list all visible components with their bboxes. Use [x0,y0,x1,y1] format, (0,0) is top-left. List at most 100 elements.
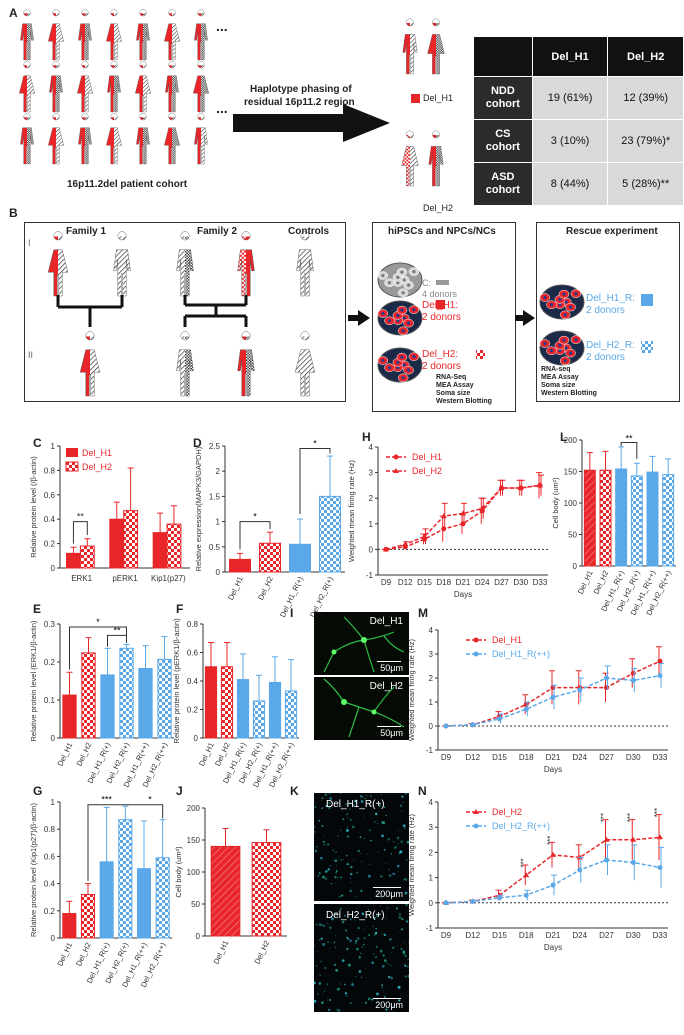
bar-d [229,558,251,573]
row-label-2a: CS [495,128,511,140]
cell-speck [340,858,343,861]
cell-speck [346,863,349,866]
cell-speck [334,876,337,879]
cell-speck [349,801,352,804]
panel-label-h: H [362,430,371,444]
cell-speck [396,810,398,812]
cell-speck [322,943,326,946]
cell-speck [370,794,373,798]
cell-asd-h1: 8 (44%) [531,162,609,206]
cell-speck [364,968,366,969]
cell-speck [344,983,346,986]
cell-speck [371,961,375,965]
cell-speck [325,870,328,873]
cell-speck [333,963,337,966]
cell-speck [349,939,352,943]
significance-label: ** [77,512,85,522]
bar-d [289,543,311,573]
chart-g-tick-label: 0.6 [44,852,56,861]
cell-speck [373,821,376,823]
person-icon [401,130,419,187]
x-tick-label: D9 [441,931,452,940]
cell-speck [335,968,339,972]
x-tick-label: D18 [436,578,451,587]
cell-speck [387,975,391,979]
scale-label-3: 200μm [375,889,403,899]
cell-speck [361,946,364,948]
cell-speck [328,1008,331,1012]
chart-d: 0 0.5 1 1.5 2 2.5 Relative expression(MAPK3/GA… [194,439,345,619]
cell-speck [368,863,371,866]
cell-speck [346,936,348,939]
cell-speck [331,917,334,921]
person-icon [135,61,151,113]
cell-speck [385,919,387,921]
cell-speck [339,876,343,879]
significance-label: *** [600,813,609,822]
chart-n-tick-label: 3 [429,823,434,832]
h2-swatch [476,350,485,359]
legend-h2-label: Del_H2 [423,203,454,213]
cell-speck [321,919,323,921]
person-icon [107,61,121,113]
bar-f [220,666,234,739]
cell-speck [369,829,372,832]
legend-swatch [66,448,78,457]
person-icon [106,9,122,61]
legend-marker [473,809,479,814]
rescue-assay-list: RNA-seq MEA Assay Soma size Western Blot… [541,366,597,398]
cell-speck [332,859,334,861]
bar-d [319,495,341,573]
cell-speck [364,1001,368,1004]
cell-speck [386,993,388,994]
phasing-arrow-head [343,104,390,142]
pedigree-lines [56,295,248,327]
cohort-label: 16p11.2del patient cohort [67,179,188,190]
person-icon [164,113,180,165]
chart-c: 0 0.2 0.4 0.6 0.8 1 Relative protein level (/β… [29,442,190,583]
cell-speck [392,872,395,875]
cell-speck [398,851,401,854]
cell-speck [327,843,330,846]
cell-speck [392,1010,394,1012]
arrow-2-body [515,315,525,321]
significance-bracket [239,521,271,550]
person-icon [49,61,63,113]
x-tick-label: Kip1(p27) [151,574,186,583]
cell-speck [386,962,388,964]
cell-speck [335,865,337,867]
bar-g [136,868,152,939]
x-tick-label: D24 [572,931,587,940]
cell-speck [403,827,406,829]
cell-speck [341,805,343,807]
cell-speck [319,974,321,976]
cell-speck [395,907,399,910]
person-icon [428,130,444,187]
r1-donors: 2 donors [586,305,625,316]
cell-speck [397,829,399,831]
cell-speck [376,945,378,948]
scale-bar-4 [373,998,401,999]
bar-e [100,674,115,739]
cell-speck [404,877,408,881]
micrograph-del-h1: Del_H1 50μm [314,612,409,675]
chart-d-tick-label: 1.5 [209,492,221,501]
cell-speck [352,804,355,807]
cell-speck [335,872,337,874]
cell-speck [407,863,409,865]
cell-speck [321,807,324,810]
cell-speck [349,1001,352,1005]
cell-speck [357,886,359,887]
cell-speck [402,941,405,943]
micro-label-h1: Del_H1 [369,616,403,627]
person-icon [78,113,92,165]
cell-speck [388,868,390,871]
cell-speck [376,891,378,893]
cell-speck [345,854,348,857]
cell-speck [367,908,370,911]
h2-donors: 2 donors [422,361,461,372]
cell-speck [314,806,317,808]
panel-label-k: K [290,784,299,798]
data-point [657,673,663,679]
chart-j-y-label: Cell body (um²) [174,846,183,898]
